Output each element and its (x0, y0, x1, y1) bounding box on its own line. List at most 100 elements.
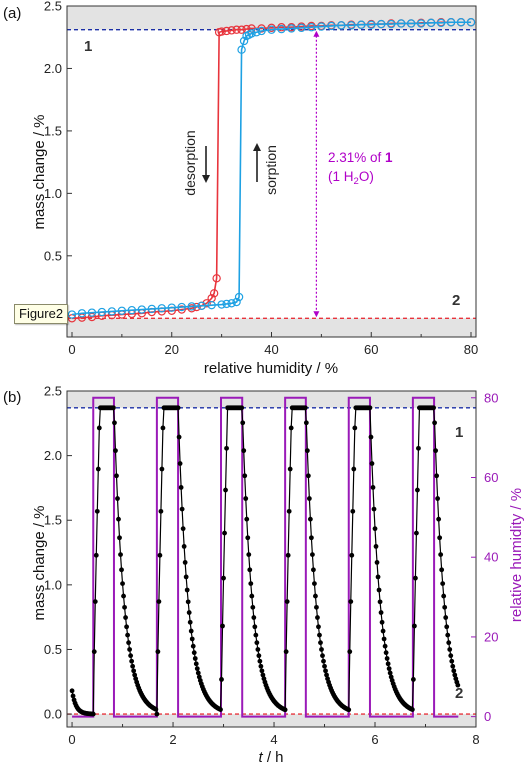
sorption-point (232, 297, 241, 307)
mass-point (431, 405, 436, 411)
mass-point (194, 666, 200, 672)
mass-point (351, 466, 357, 472)
mass-point (319, 647, 324, 652)
mass-point (285, 552, 291, 558)
mass-point (130, 663, 136, 669)
sorption-point (67, 310, 77, 319)
value-annotation-line2: (1 H2O) (328, 169, 374, 187)
x-tick-label: 20 (165, 342, 179, 357)
mass-point (443, 615, 449, 620)
desorption-point (237, 25, 246, 34)
mass-point (411, 623, 417, 629)
sorption-point (357, 20, 366, 29)
mass-point (119, 567, 124, 573)
y-tick-label: 0.5 (44, 248, 62, 263)
mass-point (129, 658, 135, 664)
mass-point (241, 448, 247, 454)
panel-b-ref-label-2: 2 (455, 685, 463, 702)
panel-a-value-arrow (313, 30, 320, 318)
mass-point (179, 506, 185, 512)
panel-b-band (67, 391, 476, 727)
y2-tick-label: 40 (484, 550, 498, 565)
mass-point (120, 581, 125, 587)
panel-b-y-axis: 0.0 0.5 1.0 1.5 2.0 2.5 (44, 384, 72, 722)
mass-point (176, 434, 182, 440)
mass-point (182, 560, 188, 565)
mass-point (437, 535, 443, 541)
mass-point (178, 485, 184, 490)
mass-point (128, 653, 134, 659)
mass-point (369, 461, 375, 466)
sorption-point (107, 307, 117, 316)
sorption-arrow-icon (253, 143, 261, 182)
sorption-point (287, 24, 296, 33)
sorption-point (77, 309, 87, 318)
mass-point (131, 668, 137, 674)
panel-b-y-label: mass change / % (31, 505, 48, 620)
mass-point (447, 647, 453, 652)
mass-point (370, 485, 376, 490)
mass-point (116, 516, 121, 522)
mass-point (448, 653, 454, 659)
mass-point (283, 649, 289, 655)
desorption-point (217, 27, 226, 36)
mass-point (94, 508, 100, 514)
panel-a-label: (a) (3, 5, 21, 22)
sorption-point (97, 307, 107, 317)
sorption-point (436, 18, 446, 28)
mass-point (258, 663, 264, 669)
mass-point (315, 615, 320, 620)
mass-point (387, 670, 393, 676)
sorption-point (377, 19, 386, 29)
sorption-point (466, 18, 476, 27)
mass-point (439, 567, 445, 573)
mass-point (248, 581, 254, 587)
panel-b-y2-label: relative humidity / % (508, 488, 525, 622)
mass-point (190, 643, 196, 649)
mass-point (96, 425, 102, 431)
mass-point (386, 666, 392, 672)
mass-point (153, 706, 159, 712)
mass-point (222, 530, 227, 536)
mass-point (123, 615, 128, 620)
mass-point (320, 653, 325, 659)
mass-point (314, 604, 319, 610)
mass-point (160, 425, 166, 431)
mass-point (113, 448, 118, 454)
y-tick-label: 1.5 (44, 513, 62, 528)
mass-point (286, 508, 292, 514)
mass-point (416, 445, 421, 451)
mass-point (122, 604, 127, 610)
sorption-point (137, 305, 147, 314)
mass-point (350, 508, 356, 514)
mass-point (244, 516, 250, 522)
mass-point (413, 575, 418, 581)
mass-point (308, 535, 314, 541)
sorption-point (117, 306, 127, 315)
mass-point (409, 707, 415, 712)
panel-a-ref-label-2: 2 (452, 292, 460, 309)
mass-point (191, 650, 197, 656)
mass-point (187, 619, 193, 625)
x-tick-label: 8 (472, 732, 479, 747)
sorption-point (177, 302, 186, 312)
mass-point (183, 574, 189, 580)
mass-point (410, 677, 416, 682)
desorption-point (209, 289, 219, 298)
mass-point (124, 624, 129, 630)
mass-point (282, 707, 288, 713)
mass-point (221, 575, 226, 581)
mass-point (159, 466, 165, 472)
sorption-point (307, 23, 316, 32)
sorption-point (277, 24, 286, 34)
desorption-point (67, 314, 77, 323)
y-tick-label: 2.0 (44, 61, 62, 76)
mass-point (373, 543, 379, 549)
mass-point (112, 420, 117, 426)
mass-point (126, 640, 132, 646)
sorption-point (456, 18, 466, 27)
x-tick-label: 60 (364, 342, 378, 357)
y-tick-label: 0.0 (44, 707, 62, 722)
sorption-point (157, 304, 166, 313)
mass-point (90, 711, 96, 717)
